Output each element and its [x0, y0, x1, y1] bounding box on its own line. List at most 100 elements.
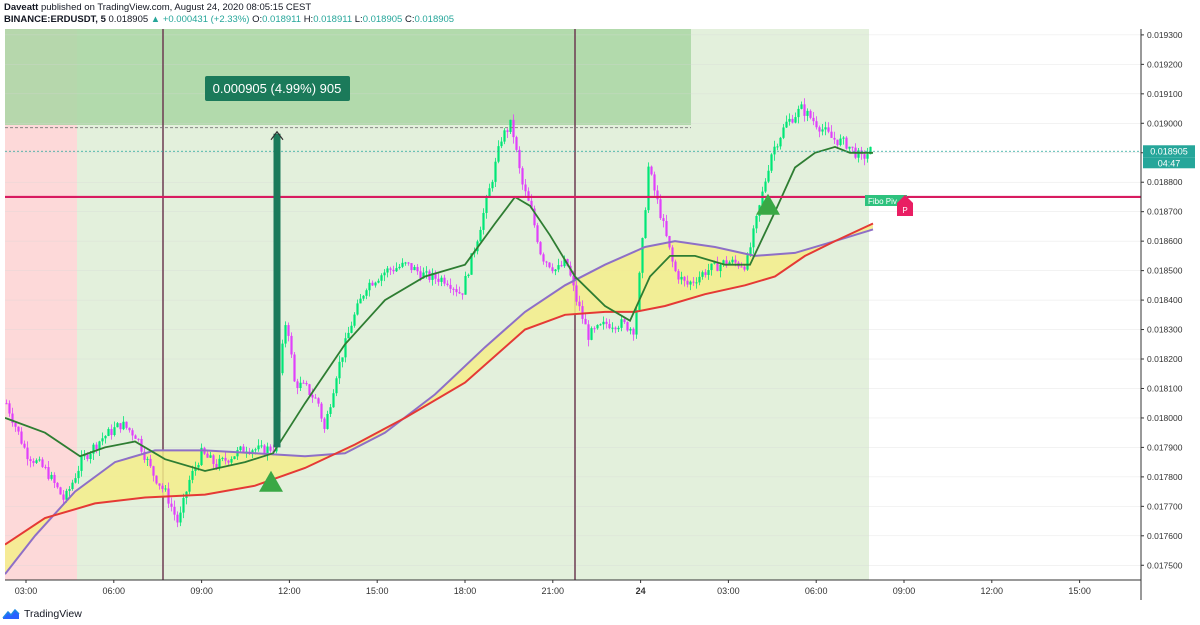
- candle-body: [557, 265, 560, 270]
- candle-body: [386, 268, 389, 273]
- candle-body: [779, 137, 782, 147]
- candle-body: [47, 467, 50, 479]
- candle-body: [452, 288, 455, 290]
- candle-body: [698, 276, 701, 283]
- candle-body: [284, 325, 287, 344]
- candle-body: [800, 104, 803, 109]
- y-tick-label: 0.017900: [1147, 442, 1183, 452]
- candle-body: [659, 199, 662, 219]
- candle-body: [74, 478, 77, 483]
- candle-body: [146, 458, 149, 460]
- candle-body: [671, 247, 674, 262]
- candle-body: [71, 482, 74, 490]
- candle-body: [53, 474, 56, 483]
- candle-body: [515, 137, 518, 150]
- candle-body: [182, 497, 185, 513]
- candle-body: [92, 444, 95, 454]
- price-change: ▲ +0.000431 (+2.33%): [150, 14, 250, 25]
- candle-body: [86, 454, 89, 460]
- candle-body: [488, 188, 491, 197]
- ma-slow-purple: [5, 228, 874, 575]
- candle-body: [377, 280, 380, 283]
- candle-body: [728, 262, 731, 265]
- candle-body: [752, 228, 755, 248]
- pivot-badge: P: [902, 206, 907, 215]
- x-axis[interactable]: 03:00 06:00 09:00 12:00 15:00 18:00 21:00 24 03:…: [15, 580, 1091, 596]
- candle-body: [347, 332, 350, 339]
- author-name[interactable]: Daveatt: [4, 2, 39, 13]
- candle-body: [710, 263, 713, 271]
- candle-body: [230, 458, 233, 463]
- candle-body: [725, 260, 728, 265]
- y-tick-label: 0.017500: [1147, 560, 1183, 570]
- x-tick-label: 12:00: [981, 586, 1004, 596]
- candle-body: [776, 146, 779, 148]
- candle-body: [158, 483, 161, 486]
- candle-body: [128, 427, 131, 431]
- candle-body: [29, 459, 32, 462]
- tradingview-logo-icon: [2, 608, 20, 619]
- session-zones: [5, 29, 869, 580]
- candle-body: [350, 325, 353, 333]
- candle-body: [17, 426, 20, 432]
- candle-body: [701, 272, 704, 277]
- y-tick-label: 0.018400: [1147, 295, 1183, 305]
- candle-body: [161, 485, 164, 489]
- measure-label: 0.000905 (4.99%) 905: [213, 81, 342, 96]
- brand-name[interactable]: TradingView: [24, 608, 82, 620]
- candle-body: [374, 282, 377, 286]
- candle-body: [797, 108, 800, 118]
- candle-body: [41, 459, 44, 467]
- candle-body: [308, 384, 311, 395]
- candle-body: [740, 266, 743, 268]
- candle-body: [788, 118, 791, 122]
- candle-body: [197, 465, 200, 468]
- candle-body: [239, 446, 242, 451]
- candle-body: [380, 275, 383, 281]
- candle-body: [467, 274, 470, 276]
- candle-body: [344, 338, 347, 358]
- candle-body: [506, 130, 509, 132]
- candle-body: [353, 314, 356, 326]
- candle-body: [389, 268, 392, 270]
- candle-body: [653, 174, 656, 191]
- candle-body: [365, 290, 368, 296]
- y-tick-label: 0.019200: [1147, 59, 1183, 69]
- price-chart[interactable]: 0.000905 (4.99%) 905 Fibo Piv P 0.017500…: [0, 0, 1200, 600]
- candle-body: [398, 266, 401, 269]
- candle-body: [734, 259, 737, 263]
- candle-body: [125, 421, 128, 428]
- candle-body: [254, 449, 257, 451]
- candle-body: [149, 458, 152, 467]
- candle-body: [431, 272, 434, 280]
- candle-body: [716, 261, 719, 272]
- candle-body: [722, 260, 725, 265]
- y-tick-label: 0.018800: [1147, 177, 1183, 187]
- candle-body: [596, 324, 599, 329]
- candle-body: [830, 131, 833, 138]
- candle-body: [263, 445, 266, 455]
- candle-body: [218, 458, 221, 469]
- candle-body: [446, 283, 449, 285]
- candle-body: [131, 430, 134, 436]
- candle-body: [215, 463, 218, 469]
- symbol-label[interactable]: BINANCE:ERDUSDT, 5: [4, 14, 106, 25]
- y-axis[interactable]: 0.017500 0.017600 0.017700 0.017800 0.017900…: [1141, 30, 1183, 570]
- candle-body: [845, 137, 848, 149]
- candle-body: [152, 466, 155, 476]
- candle-body: [731, 259, 734, 263]
- candle-body: [38, 459, 41, 461]
- candle-body: [305, 382, 308, 385]
- candle-body: [749, 247, 752, 256]
- open-label: O:: [252, 14, 263, 25]
- candle-body: [530, 200, 533, 209]
- pivot-label-bg: [865, 195, 907, 206]
- candle-body: [437, 278, 440, 282]
- candle-body: [851, 146, 854, 148]
- candle-body: [857, 150, 860, 158]
- candle-body: [311, 394, 314, 398]
- candle-body: [32, 461, 35, 463]
- candle-body: [422, 272, 425, 279]
- candle-body: [455, 289, 458, 293]
- candle-body: [554, 269, 557, 272]
